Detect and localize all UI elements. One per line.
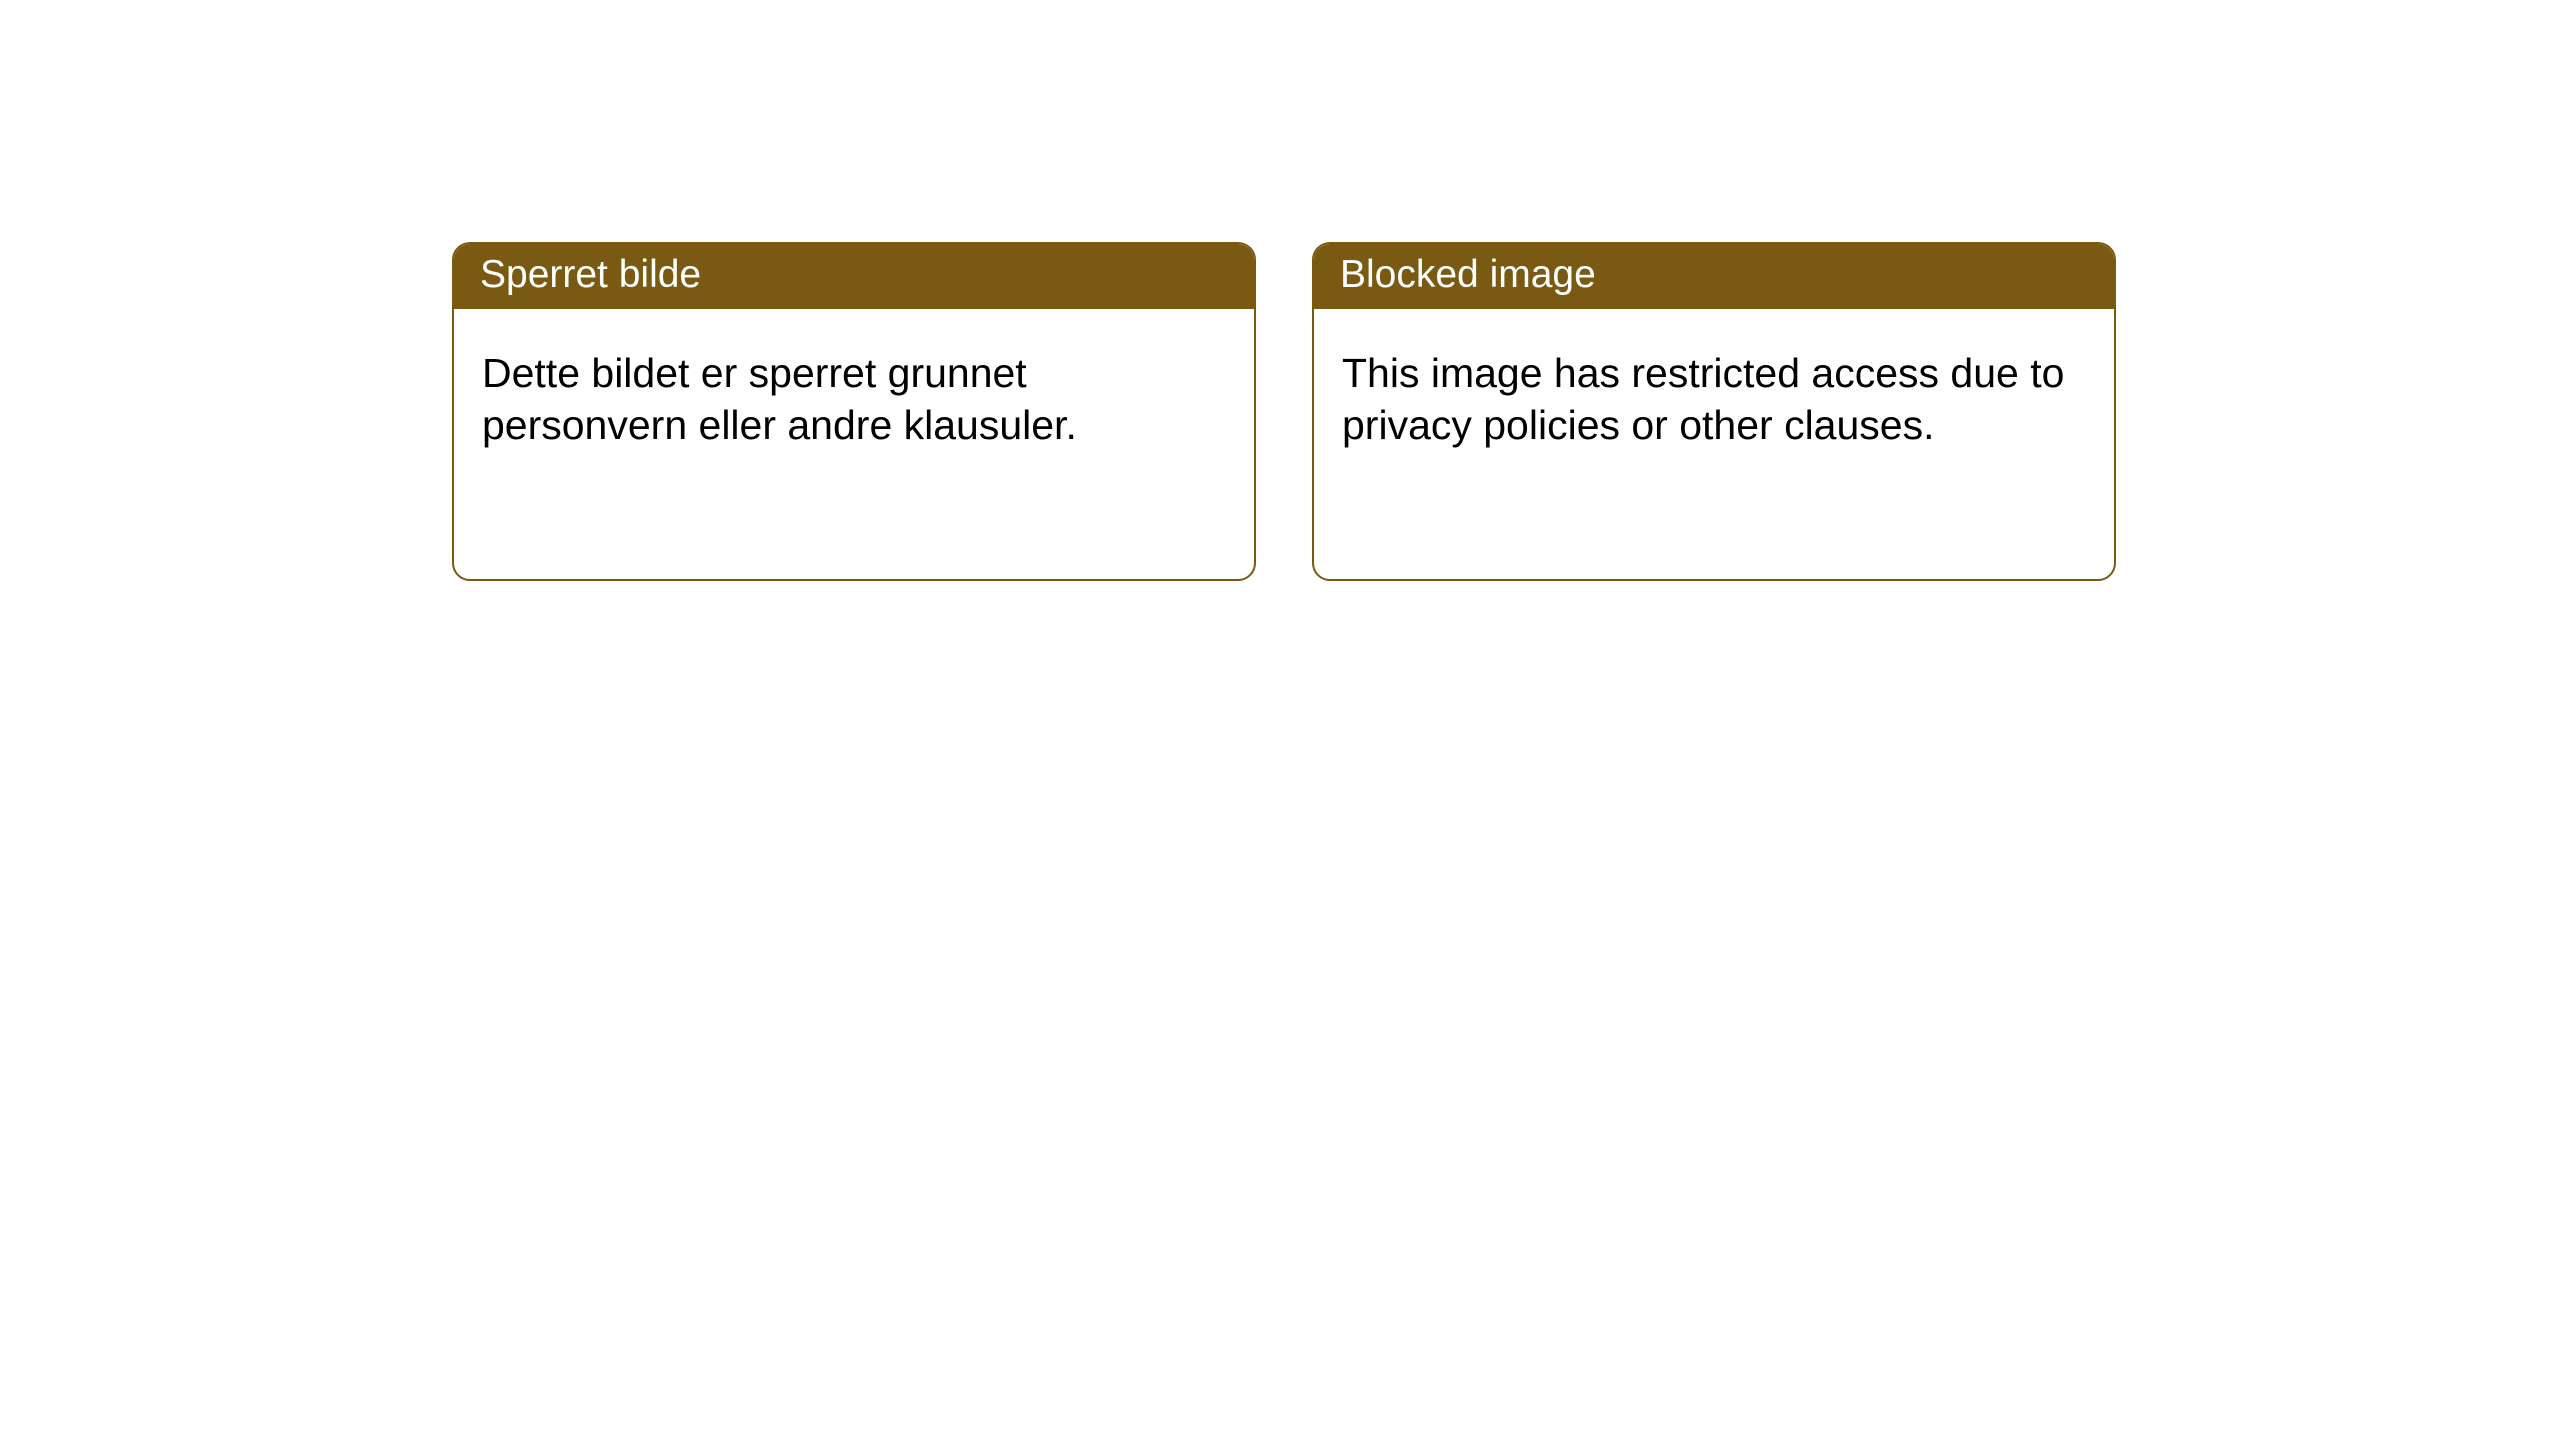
notice-body: Dette bildet er sperret grunnet personve… (454, 309, 1254, 490)
notice-card-english: Blocked image This image has restricted … (1312, 242, 2116, 581)
notice-header: Blocked image (1314, 244, 2114, 309)
notice-container: Sperret bilde Dette bildet er sperret gr… (0, 0, 2560, 581)
notice-body: This image has restricted access due to … (1314, 309, 2114, 490)
notice-card-norwegian: Sperret bilde Dette bildet er sperret gr… (452, 242, 1256, 581)
notice-header: Sperret bilde (454, 244, 1254, 309)
